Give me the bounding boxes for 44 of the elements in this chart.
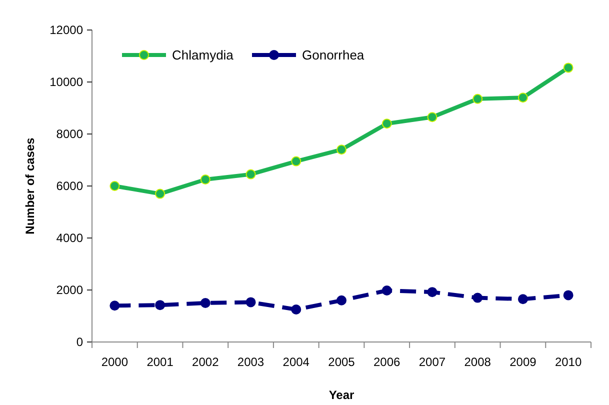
point (246, 169, 256, 180)
point (472, 292, 483, 303)
x-tick-label: 2007 (418, 355, 446, 369)
point (291, 156, 302, 166)
y-tick-label: 12000 (50, 23, 84, 38)
point (110, 300, 120, 311)
x-tick-label: 2010 (554, 355, 582, 369)
point (518, 294, 528, 304)
x-tick-label: 2002 (192, 355, 220, 369)
point (563, 290, 574, 300)
point (563, 62, 574, 73)
x-tick-label: 2000 (101, 355, 128, 369)
x-tick-label: 2004 (282, 355, 310, 369)
y-tick-label: 2000 (56, 283, 84, 298)
point (427, 287, 438, 298)
point (427, 112, 438, 122)
x-axis-title: Year (328, 388, 355, 402)
point (472, 94, 483, 104)
point (200, 298, 210, 308)
y-tick-label: 0 (76, 335, 84, 350)
point (336, 144, 346, 155)
point (155, 188, 166, 199)
y-tick-label: 6000 (56, 179, 84, 194)
legend-label: Chlamydia (172, 48, 234, 63)
y-tick-label: 4000 (56, 231, 84, 246)
point (382, 286, 392, 296)
x-tick-label: 2006 (374, 355, 401, 369)
point (200, 174, 210, 184)
legend-label: Gonorrhea (302, 48, 365, 63)
x-tick-label: 2003 (237, 355, 264, 369)
point (246, 297, 256, 308)
x-tick-label: 2001 (146, 355, 174, 369)
x-tick-label: 2005 (328, 355, 356, 369)
y-axis-title: Number of cases (23, 137, 37, 234)
x-tick-label: 2009 (510, 355, 537, 369)
point (382, 118, 392, 129)
y-tick-label: 8000 (56, 127, 84, 142)
point (291, 304, 302, 314)
x-tick-label: 2008 (464, 355, 492, 369)
point (336, 295, 346, 306)
y-tick-label: 10000 (50, 75, 84, 90)
point (155, 300, 166, 310)
point (110, 181, 120, 191)
point (518, 92, 528, 103)
